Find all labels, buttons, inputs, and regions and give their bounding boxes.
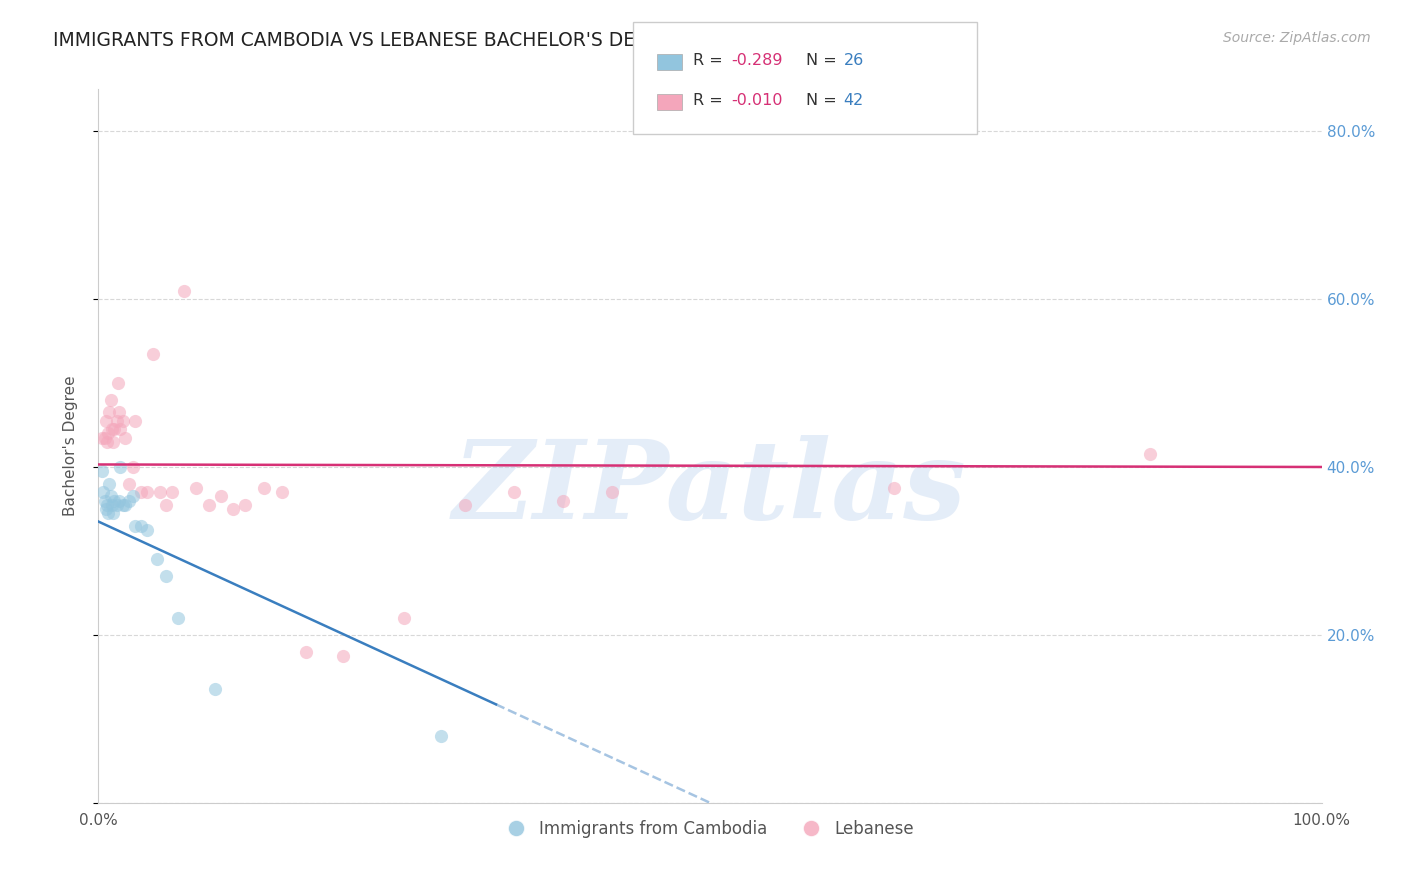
Point [392, 611, 416, 625]
Point [118, 476, 141, 491]
Point [114, 498, 136, 512]
Text: ZIPatlas: ZIPatlas [453, 435, 967, 542]
Point [160, 485, 183, 500]
Point [155, 498, 177, 512]
Point [91, 431, 114, 445]
Point [124, 518, 146, 533]
Point [105, 498, 128, 512]
Point [98, 476, 121, 491]
Point [107, 376, 129, 390]
Point [96, 498, 118, 512]
Point [270, 485, 294, 500]
Text: N =: N = [806, 94, 842, 108]
Point [252, 481, 274, 495]
Point [103, 422, 125, 436]
Text: N =: N = [806, 54, 842, 68]
Point [222, 502, 245, 516]
Point [93, 431, 115, 445]
Point [197, 498, 219, 512]
Point [204, 682, 226, 697]
Point [111, 414, 134, 428]
Legend: Immigrants from Cambodia, Lebanese: Immigrants from Cambodia, Lebanese [499, 814, 921, 845]
Point [94, 502, 117, 516]
Point [91, 485, 114, 500]
Point [108, 493, 131, 508]
Point [110, 460, 132, 475]
Point [1139, 447, 1161, 461]
Point [146, 552, 169, 566]
Point [101, 434, 124, 449]
Point [121, 460, 143, 475]
Point [91, 464, 114, 478]
Point [503, 485, 526, 500]
Text: -0.010: -0.010 [731, 94, 783, 108]
Point [100, 489, 122, 503]
Text: -0.289: -0.289 [731, 54, 783, 68]
Point [136, 485, 159, 500]
Point [124, 414, 146, 428]
Point [295, 645, 318, 659]
Point [142, 346, 165, 360]
Point [108, 405, 131, 419]
Text: R =: R = [693, 94, 728, 108]
Point [600, 485, 623, 500]
Point [114, 431, 136, 445]
Point [97, 426, 120, 441]
Text: IMMIGRANTS FROM CAMBODIA VS LEBANESE BACHELOR'S DEGREE CORRELATION CHART: IMMIGRANTS FROM CAMBODIA VS LEBANESE BAC… [53, 31, 896, 50]
Point [149, 485, 172, 500]
Point [101, 498, 124, 512]
Point [883, 481, 905, 495]
Point [101, 506, 124, 520]
Point [167, 611, 190, 625]
Point [155, 569, 177, 583]
Point [553, 493, 575, 508]
Point [93, 493, 115, 508]
Point [96, 434, 118, 449]
Text: Source: ZipAtlas.com: Source: ZipAtlas.com [1223, 31, 1371, 45]
Point [110, 422, 132, 436]
Point [100, 392, 122, 407]
Point [118, 493, 141, 508]
Point [98, 405, 121, 419]
Point [105, 414, 128, 428]
Point [103, 493, 125, 508]
Point [332, 648, 354, 663]
Point [173, 284, 195, 298]
Point [136, 523, 159, 537]
Point [121, 489, 143, 503]
Point [454, 498, 477, 512]
Point [209, 489, 232, 503]
Point [94, 414, 117, 428]
Point [129, 485, 152, 500]
Point [430, 729, 453, 743]
Point [101, 422, 124, 436]
Text: 42: 42 [844, 94, 863, 108]
Point [233, 498, 256, 512]
Y-axis label: Bachelor's Degree: Bachelor's Degree [63, 376, 77, 516]
Text: 26: 26 [844, 54, 863, 68]
Point [97, 506, 120, 520]
Point [129, 518, 152, 533]
Point [111, 498, 134, 512]
Point [186, 481, 208, 495]
Text: R =: R = [693, 54, 728, 68]
